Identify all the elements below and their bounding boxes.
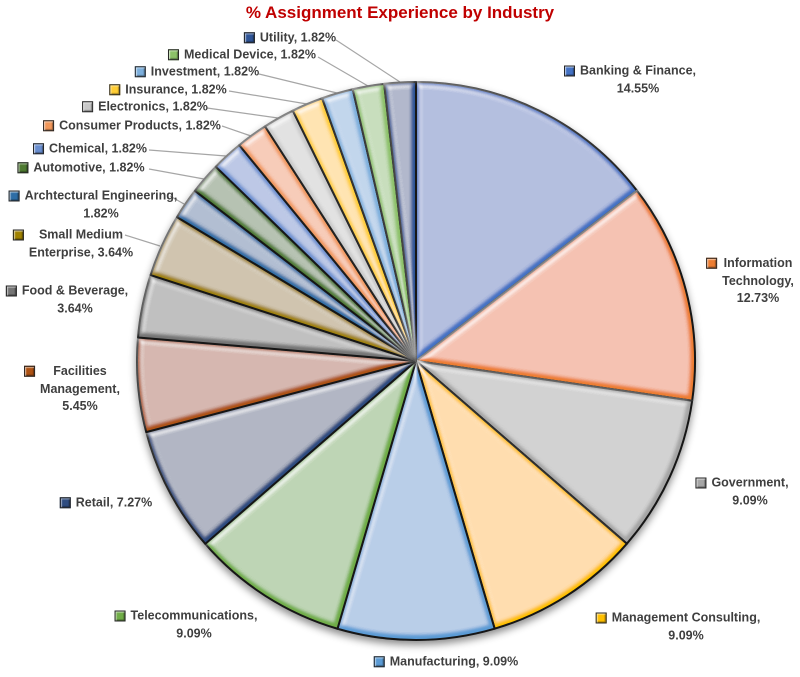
legend-marker-consumer-products: [43, 120, 55, 132]
slice-label-text: Automotive, 1.82%: [33, 160, 145, 175]
slice-label-text: Electronics, 1.82%: [98, 99, 208, 114]
slice-label-text: Telecommunications, 9.09%: [130, 608, 258, 641]
leader-line-insurance: [228, 90, 308, 105]
slice-label-automotive: Automotive, 1.82%: [17, 159, 145, 177]
legend-marker-utility: [243, 32, 255, 44]
slice-label-banking-finance: Banking & Finance, 14.55%: [564, 63, 696, 98]
slice-label-text: Insurance, 1.82%: [125, 82, 227, 97]
legend-marker-investment: [134, 66, 146, 78]
pie-slice-management-consulting: [415, 360, 628, 630]
leader-lines: [124, 39, 401, 247]
legend-marker-food-beverage: [5, 285, 17, 297]
slice-label-retail: Retail, 7.27%: [59, 494, 153, 512]
legend-marker-small-medium-enterprise: [12, 229, 24, 241]
slice-label-text: Information Technology, 12.73%: [722, 255, 794, 305]
slice-label-text: Food & Beverage, 3.64%: [21, 283, 129, 316]
slice-label-information-technology: Information Technology, 12.73%: [706, 255, 794, 308]
slice-label-government: Government, 9.09%: [695, 475, 789, 510]
slice-label-electronics: Electronics, 1.82%: [82, 98, 208, 116]
pie-slice-banking-finance: [415, 81, 638, 362]
slice-label-text: Archtectural Engineering, 1.82%: [24, 188, 178, 221]
leader-line-medical-device: [317, 56, 369, 87]
slice-label-text: Small Medium Enterprise, 3.64%: [28, 227, 134, 260]
pie-slice-manufacturing: [336, 360, 496, 641]
pie-slice-information-technology: [415, 189, 697, 402]
leader-line-consumer-products: [221, 125, 252, 137]
chart-title: % Assignment Experience by Industry: [245, 3, 555, 22]
slice-label-chemical: Chemical, 1.82%: [33, 140, 147, 158]
slice-label-medical-device: Medical Device, 1.82%: [167, 46, 317, 64]
leader-line-small-medium-enterprise: [124, 234, 161, 247]
slice-label-utility: Utility, 1.82%: [243, 29, 337, 47]
pie-slices: [136, 81, 697, 641]
slice-label-archtectural-engineering: Archtectural Engineering, 1.82%: [8, 188, 178, 223]
leader-line-investment: [258, 73, 338, 94]
legend-marker-management-consulting: [595, 612, 607, 624]
legend-marker-facilities-management: [24, 365, 36, 377]
slice-label-text: Manufacturing, 9.09%: [389, 654, 519, 669]
slice-label-facilities-management: Facilities Management, 5.45%: [24, 363, 120, 416]
slice-label-text: Utility, 1.82%: [259, 30, 337, 45]
legend-marker-chemical: [33, 143, 45, 155]
slice-label-manufacturing: Manufacturing, 9.09%: [373, 653, 519, 671]
slice-label-telecommunications: Telecommunications, 9.09%: [114, 608, 258, 643]
pie-slice-government: [415, 360, 694, 545]
pie-slice-telecommunications: [204, 360, 417, 630]
slice-label-text: Consumer Products, 1.82%: [59, 118, 221, 133]
legend-marker-archtectural-engineering: [8, 190, 20, 202]
legend-marker-retail: [59, 497, 71, 509]
legend-marker-manufacturing: [373, 656, 385, 668]
legend-marker-banking-finance: [564, 65, 575, 77]
legend-marker-telecommunications: [114, 610, 126, 622]
leader-line-electronics: [206, 107, 279, 119]
leader-line-archtectural-engineering: [169, 195, 185, 205]
slice-label-text: Investment, 1.82%: [150, 64, 260, 79]
slice-label-text: Facilities Management, 5.45%: [40, 363, 120, 413]
slice-label-text: Medical Device, 1.82%: [183, 47, 317, 62]
slice-label-text: Government, 9.09%: [711, 475, 789, 508]
legend-marker-information-technology: [706, 257, 718, 269]
slice-label-insurance: Insurance, 1.82%: [109, 81, 227, 99]
slice-label-text: Chemical, 1.82%: [49, 141, 147, 156]
slice-label-investment: Investment, 1.82%: [134, 63, 260, 81]
legend-marker-insurance: [109, 84, 121, 96]
slice-label-food-beverage: Food & Beverage, 3.64%: [5, 283, 129, 318]
slice-label-small-medium-enterprise: Small Medium Enterprise, 3.64%: [12, 227, 134, 262]
slice-label-text: Banking & Finance, 14.55%: [580, 63, 696, 96]
pie-slice-retail: [145, 360, 417, 545]
slice-label-text: Retail, 7.27%: [75, 495, 153, 510]
slice-label-consumer-products: Consumer Products, 1.82%: [43, 117, 221, 135]
pie-slice-utility: [383, 81, 417, 362]
legend-marker-government: [695, 477, 707, 489]
legend-marker-electronics: [82, 101, 94, 113]
legend-marker-medical-device: [167, 49, 179, 61]
slice-label-management-consulting: Management Consulting, 9.09%: [595, 610, 761, 645]
slice-label-text: Management Consulting, 9.09%: [611, 610, 761, 643]
leader-line-automotive: [148, 168, 205, 180]
leader-line-chemical: [148, 149, 227, 157]
leader-line-utility: [335, 39, 401, 83]
legend-marker-automotive: [17, 162, 29, 174]
